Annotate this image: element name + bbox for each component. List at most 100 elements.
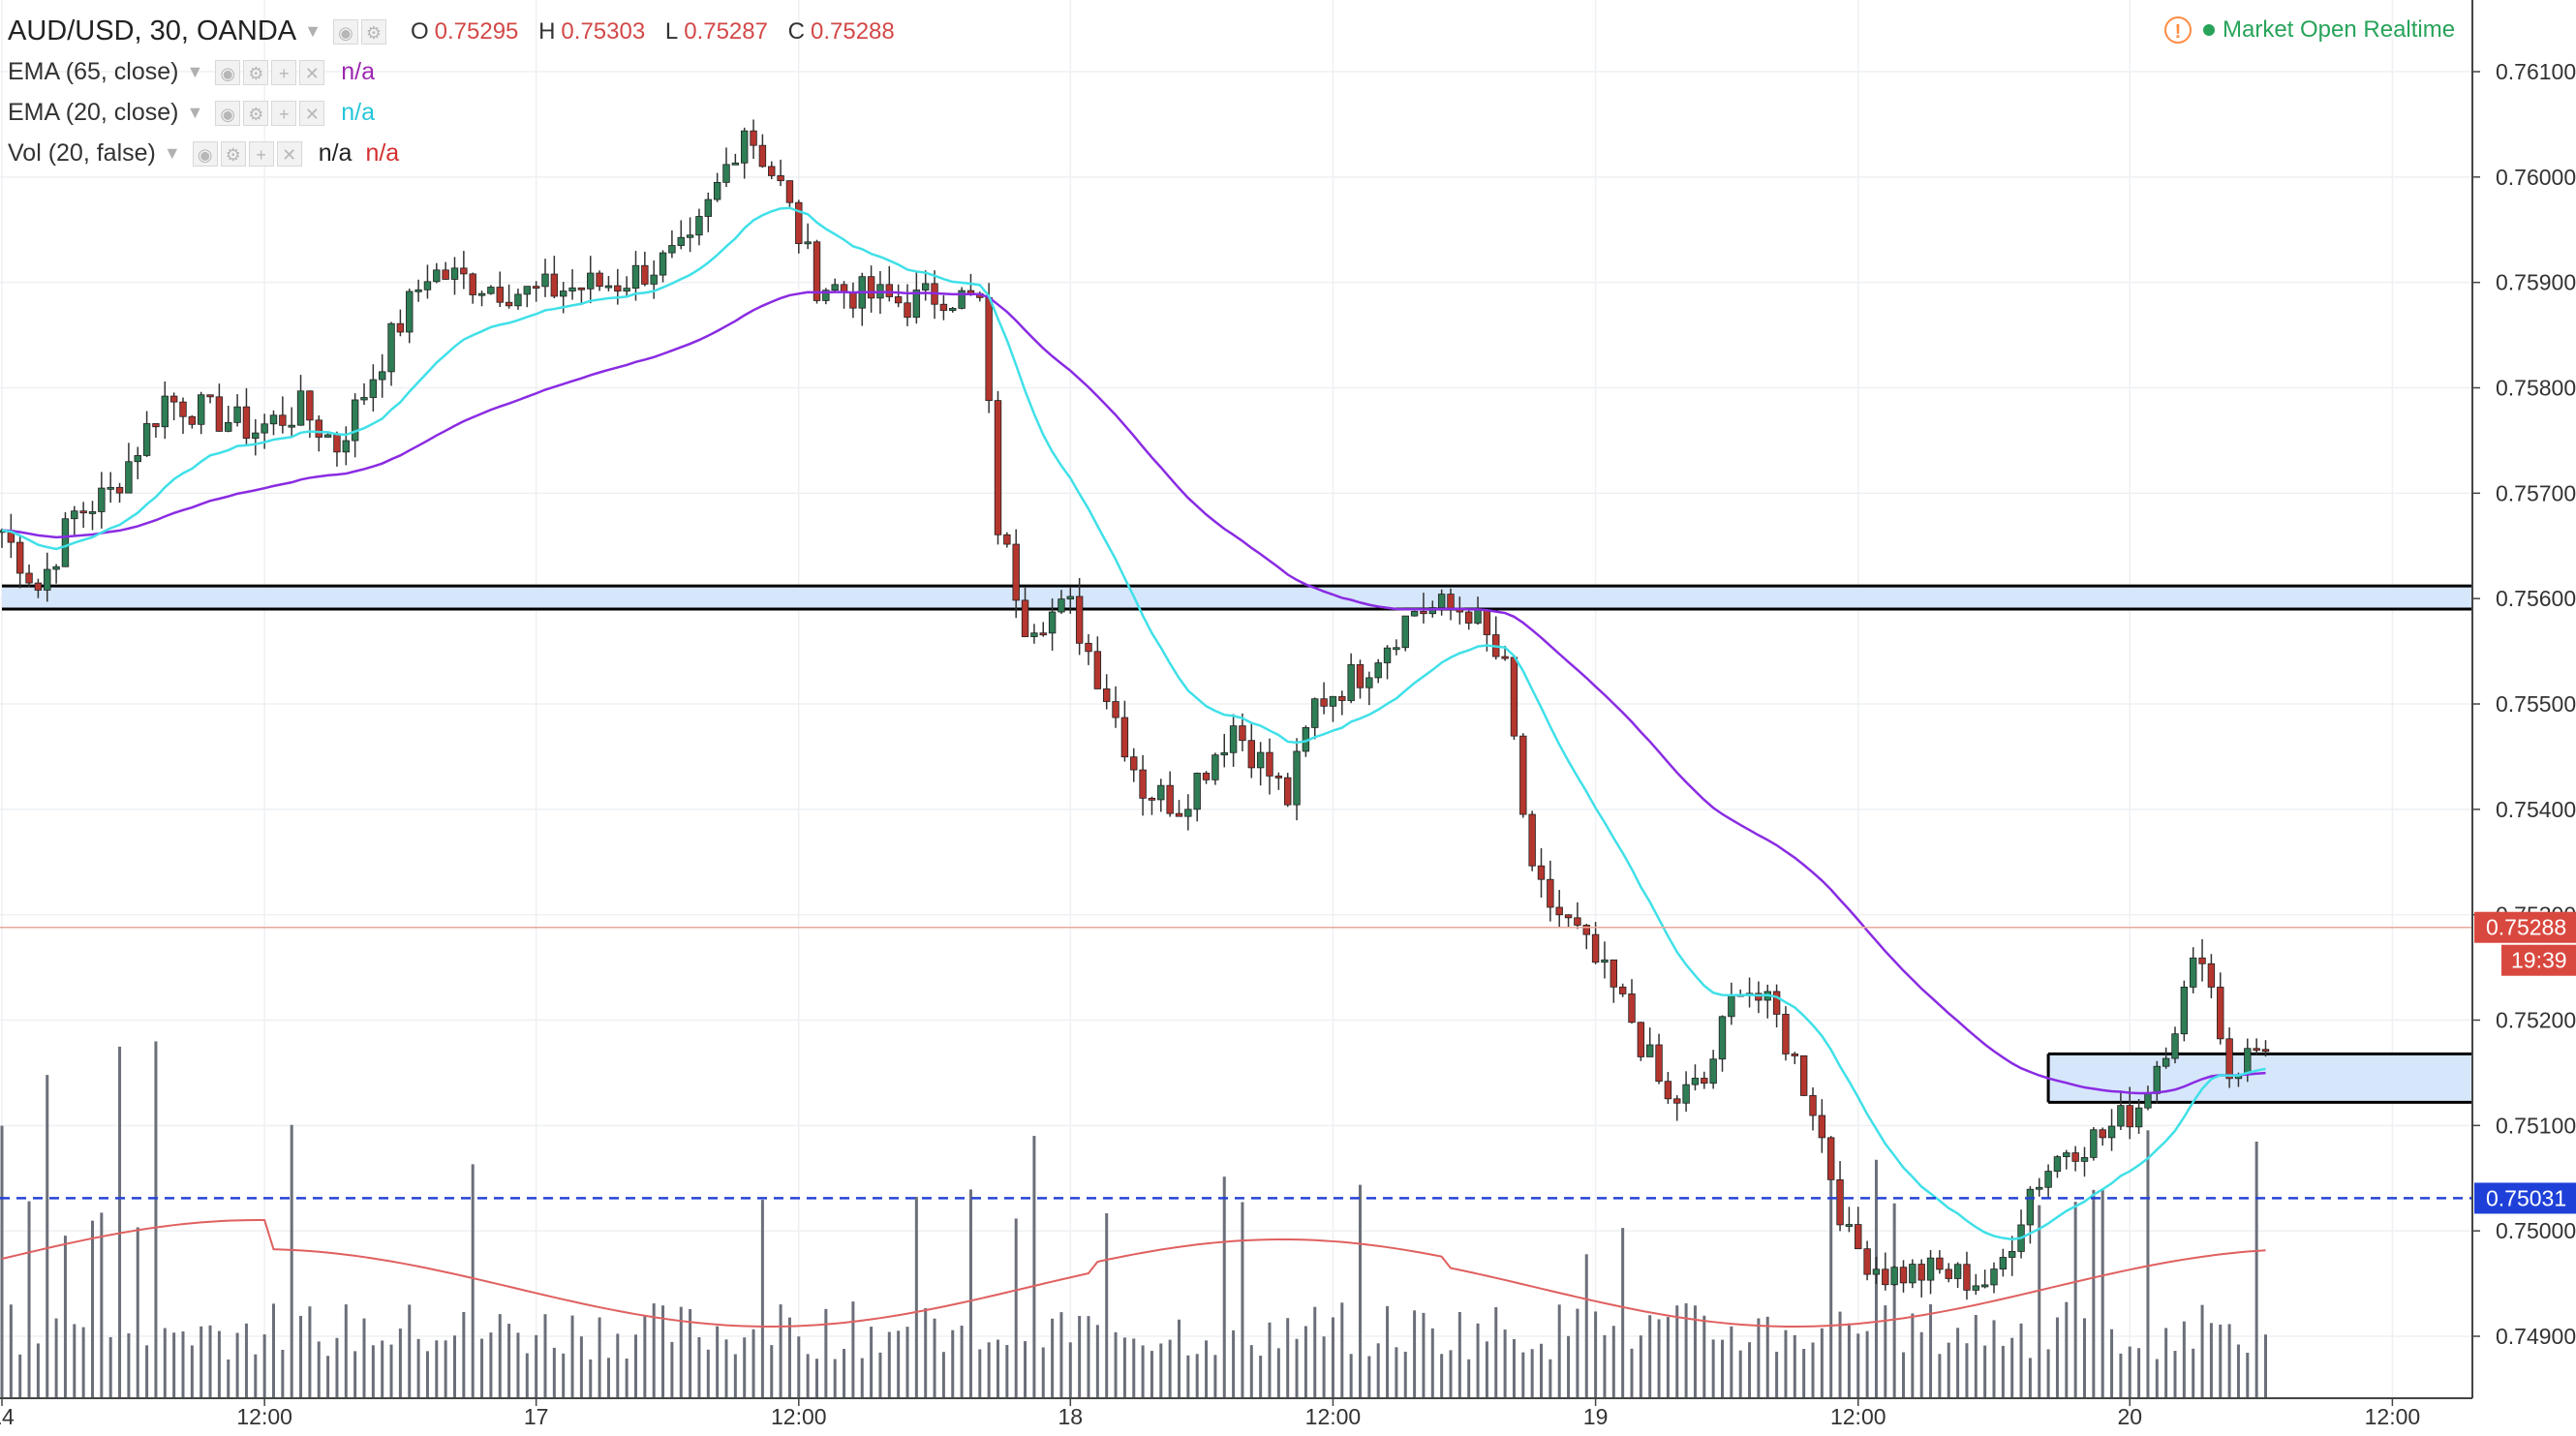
candle-body <box>641 264 649 285</box>
candle-body <box>1591 933 1600 963</box>
symbol-title[interactable]: AUD/USD, 30, OANDA <box>8 15 297 46</box>
volume-bar <box>1078 1315 1082 1398</box>
volume-bar <box>1051 1318 1055 1398</box>
volume-bar <box>552 1347 556 1398</box>
warning-icon[interactable]: ! <box>2164 16 2192 44</box>
volume-bar <box>535 1334 538 1398</box>
price-axis-label: 0.75900 <box>2496 270 2576 295</box>
candle-body <box>88 511 97 514</box>
candle-body <box>1999 1257 2008 1269</box>
volume-bar <box>598 1317 601 1398</box>
volume-bar <box>353 1351 357 1398</box>
volume-bar <box>1802 1349 1806 1398</box>
gear-icon[interactable]: ⚙ <box>243 59 269 85</box>
price-axis-label: 0.75000 <box>2496 1218 2576 1243</box>
volume-bar <box>1929 1303 1933 1398</box>
candle-body <box>1103 688 1111 702</box>
candle-body <box>406 290 414 333</box>
chevron-down-icon[interactable]: ▼ <box>163 143 181 163</box>
candle-body <box>1791 1054 1798 1056</box>
close-icon[interactable]: ✕ <box>299 100 325 126</box>
eye-icon[interactable]: ◉ <box>332 18 358 45</box>
indicator-label-ema65[interactable]: EMA (65, close) <box>8 58 179 85</box>
volume-bar <box>697 1336 701 1398</box>
candle-body <box>242 406 251 440</box>
candle-body <box>2207 962 2216 988</box>
volume-bar <box>344 1304 348 1398</box>
candle-body <box>1148 797 1156 801</box>
volume-bar <box>1132 1338 1136 1398</box>
volume-bar <box>299 1315 303 1398</box>
candle-body <box>631 264 640 290</box>
volume-bar <box>787 1317 791 1398</box>
eye-icon[interactable]: ◉ <box>215 59 241 85</box>
volume-bar <box>978 1349 982 1398</box>
plus-icon[interactable]: + <box>248 140 274 167</box>
volume-bar <box>100 1212 104 1398</box>
volume-bar <box>163 1328 167 1398</box>
volume-bar <box>1150 1351 1153 1398</box>
volume-bar <box>2164 1328 2168 1398</box>
volume-bar <box>1621 1228 1625 1398</box>
candle-body <box>2071 1152 2079 1162</box>
gear-icon[interactable]: ⚙ <box>220 140 246 167</box>
close-icon[interactable]: ✕ <box>276 140 302 167</box>
gear-icon[interactable]: ⚙ <box>360 18 386 45</box>
volume-bar <box>1232 1329 1236 1398</box>
volume-bar <box>2073 1202 2077 1398</box>
volume-bar <box>1430 1328 1434 1398</box>
countdown-badge <box>2501 944 2576 976</box>
volume-bar <box>1276 1348 1280 1398</box>
market-status[interactable]: ! Market Open Realtime <box>2164 16 2455 44</box>
volume-bar <box>679 1306 683 1398</box>
indicator-controls-ema20: ◉ ⚙ + ✕ <box>215 100 327 126</box>
chevron-down-icon[interactable]: ▼ <box>304 21 322 41</box>
volume-bar <box>751 1329 755 1398</box>
volume-bar <box>1902 1352 1905 1398</box>
candle-body <box>1990 1268 1998 1286</box>
volume-bar <box>779 1304 782 1398</box>
indicator-row-volume[interactable]: Vol (20, false) ▼ ◉ ⚙ + ✕ n/a n/a <box>8 139 399 168</box>
chevron-down-icon[interactable]: ▼ <box>186 62 204 81</box>
candle-body <box>1393 647 1400 651</box>
indicator-label-volume[interactable]: Vol (20, false) <box>8 139 156 167</box>
candle-body <box>1510 657 1518 737</box>
candle-body <box>1836 1178 1844 1226</box>
candle-body <box>2126 1105 2133 1128</box>
volume-bar <box>2065 1301 2069 1398</box>
candle-body <box>1048 611 1057 634</box>
volume-bar <box>616 1333 620 1398</box>
volume-bar <box>960 1326 964 1398</box>
gear-icon[interactable]: ⚙ <box>243 100 269 126</box>
candle-body <box>1818 1115 1826 1139</box>
plus-icon[interactable]: + <box>271 100 297 126</box>
indicator-label-ema20[interactable]: EMA (20, close) <box>8 99 179 126</box>
status-dot-icon <box>2203 24 2215 36</box>
volume-bar <box>73 1324 77 1398</box>
close-icon[interactable]: ✕ <box>299 59 325 85</box>
plus-icon[interactable]: + <box>271 59 297 85</box>
indicator-row-ema65[interactable]: EMA (65, close) ▼ ◉ ⚙ + ✕ n/a <box>8 58 375 86</box>
volume-bar <box>172 1332 176 1398</box>
volume-bar <box>1159 1343 1163 1398</box>
volume-bar <box>1403 1351 1407 1398</box>
eye-icon[interactable]: ◉ <box>192 140 218 167</box>
volume-bar <box>905 1327 909 1398</box>
volume-bar <box>507 1324 511 1398</box>
price-axis-label: 0.75800 <box>2496 376 2576 401</box>
volume-bar <box>1303 1326 1307 1398</box>
volume-bar <box>733 1354 737 1398</box>
volume-bar <box>317 1341 321 1398</box>
chevron-down-icon[interactable]: ▼ <box>186 103 204 122</box>
eye-icon[interactable]: ◉ <box>215 100 241 126</box>
candle-body <box>496 287 504 303</box>
candle-body <box>2134 1107 2143 1128</box>
volume-bar <box>435 1340 439 1398</box>
candle-body <box>169 395 178 403</box>
indicator-row-ema20[interactable]: EMA (20, close) ▼ ◉ ⚙ + ✕ n/a <box>8 99 375 127</box>
candle-body <box>1447 594 1455 609</box>
volume-bar <box>2264 1334 2267 1398</box>
candle-body <box>188 415 197 425</box>
